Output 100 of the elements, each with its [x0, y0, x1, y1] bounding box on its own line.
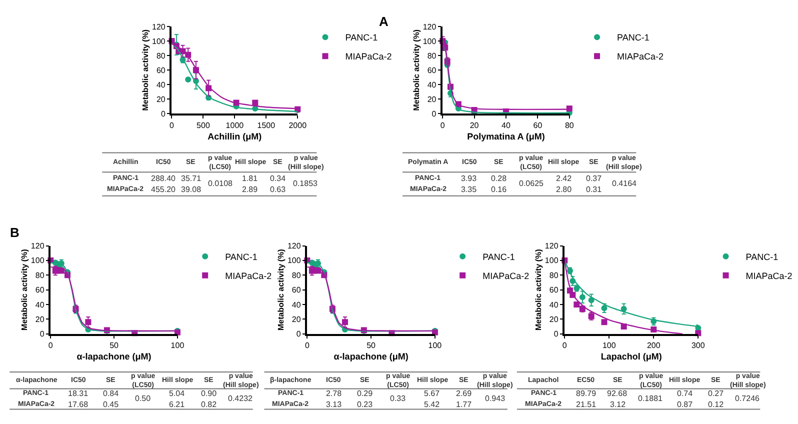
- y-axis-title: Metabolic activity (%): [20, 248, 30, 330]
- text: 5.42: [424, 400, 440, 409]
- x-tick-label: 60: [533, 120, 543, 130]
- x-tick-label: 80: [564, 120, 574, 130]
- y-tick-label: 0: [296, 330, 302, 339]
- text: 0.0108: [208, 179, 234, 188]
- text: 39.08: [181, 185, 202, 194]
- text: 17.68: [68, 400, 89, 409]
- legend-label: MIAPaCa-2: [225, 270, 272, 281]
- x-axis-title: Lapachol (μM): [600, 351, 662, 362]
- text: 18.31: [68, 389, 89, 398]
- y-tick-label: 0: [432, 109, 437, 118]
- y-tick-label: 40: [35, 300, 45, 310]
- x-tick-label: 0: [170, 120, 175, 130]
- y-tick-label: 60: [427, 66, 437, 75]
- y-tick-label: 120: [544, 242, 559, 251]
- y-tick-label: 100: [152, 36, 166, 46]
- legend-label: MIAPaCa-2: [617, 52, 664, 62]
- text: B: [10, 225, 20, 240]
- text: 5.04: [169, 389, 186, 398]
- text: 0.943: [485, 394, 506, 403]
- text: 0.37: [586, 174, 602, 183]
- x-axis-title: Achillin (μM): [208, 131, 262, 142]
- legend-label: MIAPaCa-2: [482, 270, 530, 281]
- text: 2.69: [456, 389, 472, 398]
- text: 0.16: [491, 185, 508, 194]
- text: 0.82: [201, 400, 218, 409]
- legend-label: PANC-1: [345, 32, 378, 43]
- y-tick-label: 80: [292, 270, 302, 280]
- legend-label: PANC-1: [746, 252, 778, 262]
- y-tick-label: 60: [292, 286, 302, 295]
- text: 2.42: [556, 174, 572, 183]
- y-tick-label: 0: [160, 109, 166, 118]
- y-tick-label: 0: [554, 330, 559, 339]
- legend-label: MIAPaCa-2: [345, 52, 392, 62]
- text: 0.4232: [228, 394, 254, 403]
- y-tick-label: 100: [287, 256, 302, 266]
- text: 0.7246: [735, 394, 760, 403]
- y-tick-label: 80: [549, 270, 559, 280]
- text: 0.31: [586, 185, 602, 194]
- legend-label: PANC-1: [482, 252, 515, 262]
- text: 2.89: [242, 185, 258, 194]
- text: 288.40: [151, 174, 176, 183]
- x-tick-label: 1000: [226, 120, 244, 130]
- y-tick-label: 0: [40, 330, 45, 339]
- y-tick-label: 100: [30, 256, 45, 266]
- y-tick-label: 60: [156, 66, 166, 75]
- text: 0.1853: [293, 179, 318, 188]
- x-axis-title: α-lapachone (μM): [334, 351, 408, 362]
- x-tick-label: 100: [170, 341, 185, 350]
- x-tick-label: 20: [470, 120, 480, 130]
- text: 6.21: [169, 400, 186, 409]
- y-tick-label: 60: [35, 286, 45, 295]
- y-axis-title: Metabolic activity (%): [276, 248, 286, 330]
- x-tick-label: 50: [366, 341, 376, 350]
- x-axis-title: Polymatina A (μM): [467, 131, 545, 142]
- x-tick-label: 0: [304, 341, 310, 350]
- text: 0.50: [135, 394, 152, 403]
- text: 35.71: [181, 174, 202, 183]
- text: 0.27: [708, 389, 724, 398]
- text: 3.93: [461, 174, 478, 183]
- y-tick-label: 40: [549, 300, 559, 310]
- y-tick-label: 100: [422, 36, 437, 46]
- x-tick-label: 50: [110, 341, 120, 350]
- x-tick-label: 100: [602, 341, 616, 350]
- y-tick-label: 20: [427, 94, 437, 104]
- text: 0.28: [491, 174, 508, 183]
- legend-label: MIAPaCa-2: [746, 270, 792, 281]
- text: 2.80: [556, 185, 572, 194]
- y-axis-title: Metabolic activity (%): [534, 248, 544, 330]
- y-tick-label: 120: [287, 242, 302, 251]
- text: 0.84: [103, 389, 120, 398]
- y-tick-label: 120: [422, 22, 437, 32]
- text: 3.35: [461, 185, 478, 194]
- text: 92.68: [607, 389, 628, 398]
- y-tick-label: 20: [292, 314, 302, 324]
- x-tick-label: 2000: [288, 120, 308, 130]
- x-tick-label: 200: [646, 341, 661, 350]
- text: 0.29: [357, 389, 374, 398]
- y-tick-label: 100: [544, 256, 559, 266]
- y-tick-label: 80: [156, 51, 166, 60]
- text: 455.20: [151, 185, 176, 194]
- text: 3.12: [610, 400, 626, 409]
- y-axis-title: Metabolic activity (%): [141, 29, 150, 111]
- x-axis-title: α-lapachone (μM): [76, 351, 152, 362]
- text: 2.78: [326, 389, 342, 398]
- x-tick-label: 0: [440, 120, 446, 130]
- x-tick-label: 0: [48, 341, 54, 350]
- text: 0.0625: [519, 179, 544, 188]
- y-tick-label: 80: [35, 270, 45, 280]
- y-tick-label: 40: [156, 80, 166, 90]
- x-tick-label: 1500: [257, 120, 276, 130]
- text: 1.81: [242, 174, 258, 183]
- text: 5.67: [424, 389, 440, 398]
- y-tick-label: 20: [156, 94, 166, 104]
- text: 0.34: [270, 174, 286, 183]
- x-tick-label: 300: [691, 341, 706, 350]
- text: 1.77: [456, 400, 472, 409]
- legend-label: PANC-1: [617, 32, 650, 43]
- text: 0.90: [201, 389, 218, 398]
